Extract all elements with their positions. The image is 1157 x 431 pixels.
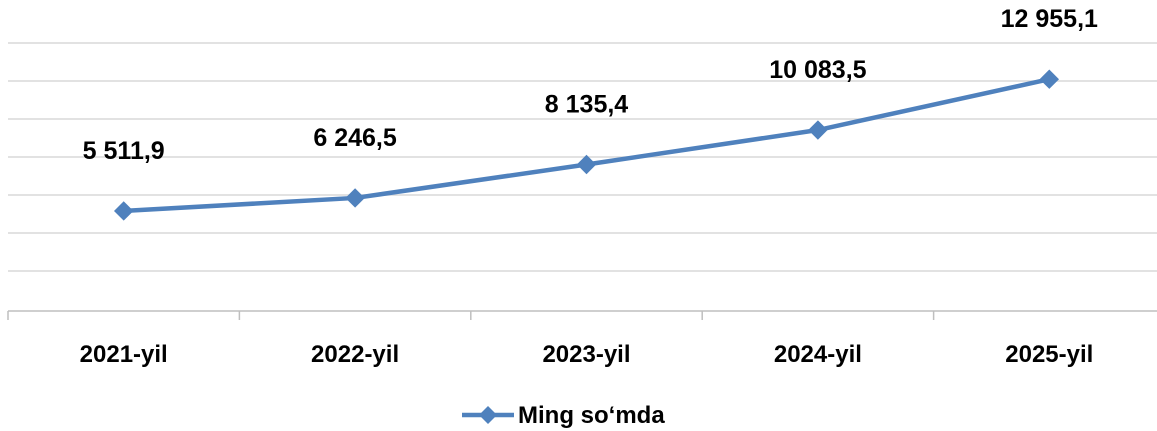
data-point-marker	[113, 201, 134, 221]
data-label: 8 135,4	[545, 91, 629, 119]
category-label: 2023-yil	[542, 341, 630, 368]
data-point-marker	[345, 188, 365, 208]
category-label: 2022-yil	[311, 341, 399, 368]
category-label: 2021-yil	[80, 341, 168, 368]
data-label: 6 246,5	[313, 124, 397, 152]
category-labels: 2021-yil 2022-yil 2023-yil 2024-yil 2025-yil	[80, 341, 1094, 368]
data-point-marker	[808, 120, 828, 140]
legend-label: Ming so‘mda	[518, 402, 665, 429]
data-labels: 5 511,9 6 246,5 8 135,4 10 083,5 12 955,1	[83, 5, 1098, 165]
gridlines	[8, 42, 1157, 272]
data-label: 5 511,9	[83, 137, 165, 165]
x-axis	[7, 310, 1157, 320]
legend-marker-swatch	[479, 406, 497, 424]
data-label: 10 083,5	[769, 56, 866, 84]
series-line-group	[113, 69, 1060, 221]
category-label: 2025-yil	[1005, 341, 1093, 368]
data-point-marker	[1039, 69, 1060, 89]
data-point-marker	[576, 154, 597, 175]
category-label: 2024-yil	[774, 341, 862, 368]
data-label: 12 955,1	[1001, 5, 1098, 33]
legend: Ming so‘mda	[462, 402, 665, 429]
